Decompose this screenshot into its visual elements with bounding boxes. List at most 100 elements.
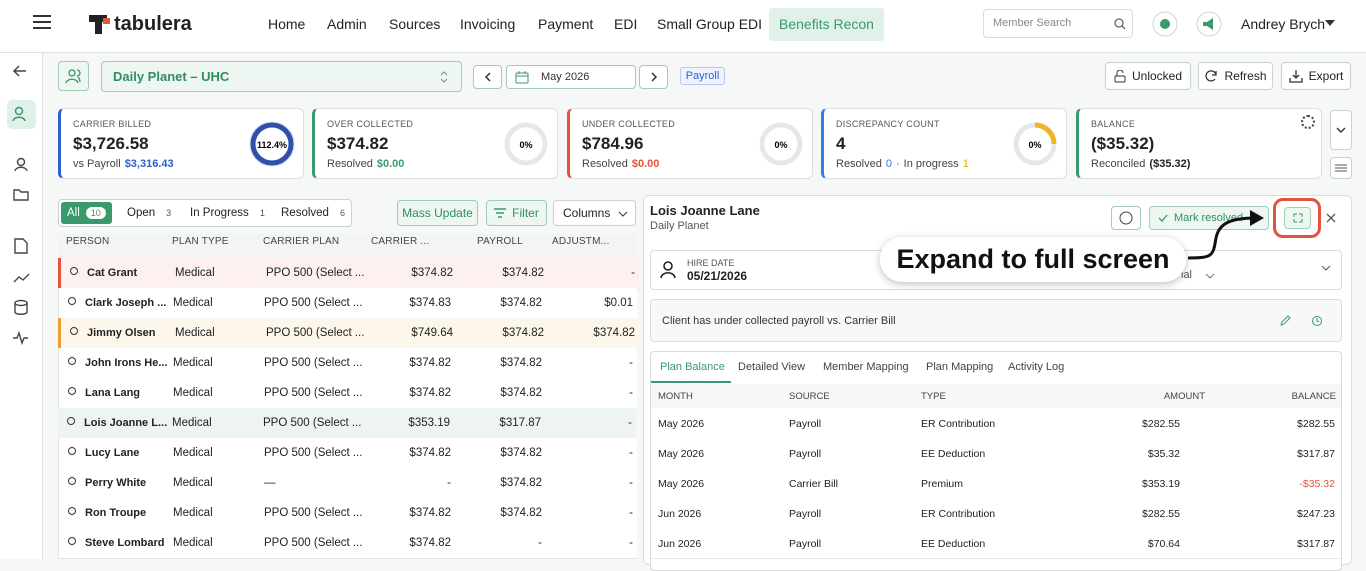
person-icon (67, 417, 75, 425)
cell: $374.82 (500, 447, 542, 459)
donut-arc (1034, 122, 1057, 145)
cell: $317.87 (499, 417, 541, 429)
refresh-button[interactable]: Refresh (1198, 62, 1273, 90)
cell: $374.82 (409, 357, 451, 369)
columns-button[interactable]: Columns (553, 200, 636, 226)
circle-button[interactable] (1111, 206, 1141, 230)
segment[interactable]: All 10 (61, 202, 112, 224)
card-sub-part: vs Payroll (73, 158, 121, 170)
period-box[interactable]: May 2026 (506, 65, 636, 89)
table-row[interactable]: Lana Lang Medical PPO 500 (Select ... $374.… (58, 378, 637, 409)
donut-label: 112.4% (257, 140, 287, 150)
table-row[interactable]: Lucy Lane Medical PPO 500 (Select ... $374.… (58, 438, 637, 469)
table-row[interactable]: Ron Troupe Medical PPO 500 (Select ... $374… (58, 498, 637, 529)
segment[interactable]: Open 3 (121, 202, 182, 224)
element (515, 72, 529, 83)
column-header: MONTH (658, 391, 693, 402)
prev-button[interactable] (473, 65, 502, 89)
settings-button[interactable] (1330, 157, 1352, 179)
card-sub-part: ($35.32) (1149, 158, 1191, 170)
tab[interactable]: Member Mapping (823, 361, 909, 373)
cell: PPO 500 (Select ... (263, 417, 362, 429)
element (7, 100, 36, 129)
detail-row: Jun 2026 Payroll EE Deduction $70.64 $317.87 (651, 528, 1341, 559)
table-row[interactable]: Cat Grant Medical PPO 500 (Select ... $374.… (58, 258, 639, 289)
donut: 112.4% (249, 121, 295, 167)
people-button[interactable] (58, 61, 89, 91)
cell: $317.87 (1297, 448, 1335, 460)
company-select[interactable]: Daily Planet – UHC (101, 61, 462, 92)
cell: $374.82 (500, 297, 542, 309)
donut-ring (250, 122, 294, 166)
donut-label: 0% (1028, 140, 1041, 150)
cell: $374.82 (500, 507, 542, 519)
cell: $282.55 (1297, 418, 1335, 430)
element (516, 70, 528, 76)
sidebar-icons[interactable] (0, 53, 42, 353)
cell: Medical (172, 417, 212, 429)
element (1205, 70, 1218, 82)
message-icons[interactable] (1279, 315, 1323, 327)
menu-item[interactable]: EDI (614, 16, 638, 32)
menu-item[interactable]: Invoicing (460, 16, 516, 32)
table-row[interactable]: Lois Joanne L... Medical PPO 500 (Select .… (58, 408, 636, 439)
cell: Medical (173, 297, 213, 309)
close-button[interactable] (1326, 213, 1336, 223)
card-sub-part: $3,316.43 (124, 158, 174, 170)
tab[interactable]: Plan Mapping (926, 361, 994, 373)
donut: 0% (504, 122, 548, 166)
detail-company: Daily Planet (650, 220, 709, 232)
export-button[interactable]: Export (1281, 62, 1351, 90)
callout: Expand to full screen (880, 237, 1186, 282)
cell: $374.82 (593, 327, 635, 339)
segment[interactable]: Resolved 6 (275, 202, 356, 224)
cell: - (628, 417, 632, 429)
tab[interactable]: Detailed View (738, 361, 806, 373)
detail-row: May 2026 Payroll ER Contribution $282.55 $28… (651, 408, 1341, 439)
tab[interactable]: Activity Log (1008, 361, 1065, 373)
table-row[interactable]: Jimmy Olsen Medical PPO 500 (Select ... $74… (58, 318, 639, 349)
menu-item[interactable]: Home (268, 16, 306, 32)
hamburger[interactable] (32, 14, 52, 30)
cell: Payroll (789, 538, 822, 550)
menu-item[interactable]: Payment (538, 16, 594, 32)
cell: $374.82 (411, 267, 453, 279)
cell: Jun 2026 (658, 508, 702, 520)
filter-button[interactable]: Filter (486, 200, 547, 226)
cell: John Irons He... (85, 357, 168, 369)
segment[interactable]: In Progress 1 (184, 202, 276, 224)
card-value: $784.96 (582, 134, 644, 153)
table-row[interactable]: Clark Joseph ... Medical PPO 500 (Select .… (58, 288, 637, 319)
collapse-button[interactable] (1330, 110, 1352, 150)
cell: - (629, 507, 633, 519)
search-box[interactable]: Member Search (983, 9, 1133, 38)
menu-item[interactable]: Small Group EDI (657, 16, 763, 32)
cell: $374.82 (500, 477, 542, 489)
table-row[interactable]: John Irons He... Medical PPO 500 (Select .… (58, 348, 637, 379)
expand-button[interactable] (1284, 207, 1311, 229)
tab[interactable]: Plan Balance (660, 361, 725, 373)
element (14, 303, 28, 315)
header-icons[interactable] (1152, 11, 1224, 38)
detail-name: Lois Joanne Lane (650, 203, 760, 218)
next-button[interactable] (639, 65, 668, 89)
element (12, 65, 26, 77)
page: tabulera Member Search Andrey Brych Dail… (0, 8, 1366, 571)
unlocked-button[interactable]: Unlocked (1105, 62, 1191, 90)
menu-item[interactable]: Sources (389, 16, 441, 32)
cell: $374.82 (502, 267, 544, 279)
segment-count: 1 (259, 208, 265, 218)
user-name[interactable]: Andrey Brych (1241, 16, 1326, 32)
message: Client has under collected payroll vs. C… (662, 315, 896, 327)
column-header: SOURCE (789, 391, 830, 402)
cell: $282.55 (1142, 508, 1180, 520)
table-row[interactable]: Perry White Medical — - $374.82 - (58, 468, 637, 499)
cell: EE Deduction (921, 538, 986, 550)
tag: Payroll (680, 67, 725, 85)
menu-item[interactable]: Admin (327, 16, 367, 32)
mark-resolved[interactable]: Mark resolved (1149, 206, 1269, 230)
element (1203, 18, 1213, 30)
table-row[interactable]: Steve Lombard Medical PPO 500 (Select ... $… (58, 528, 637, 559)
menu-item[interactable]: Benefits Recon (779, 16, 874, 32)
mass-update[interactable]: Mass Update (397, 200, 478, 226)
